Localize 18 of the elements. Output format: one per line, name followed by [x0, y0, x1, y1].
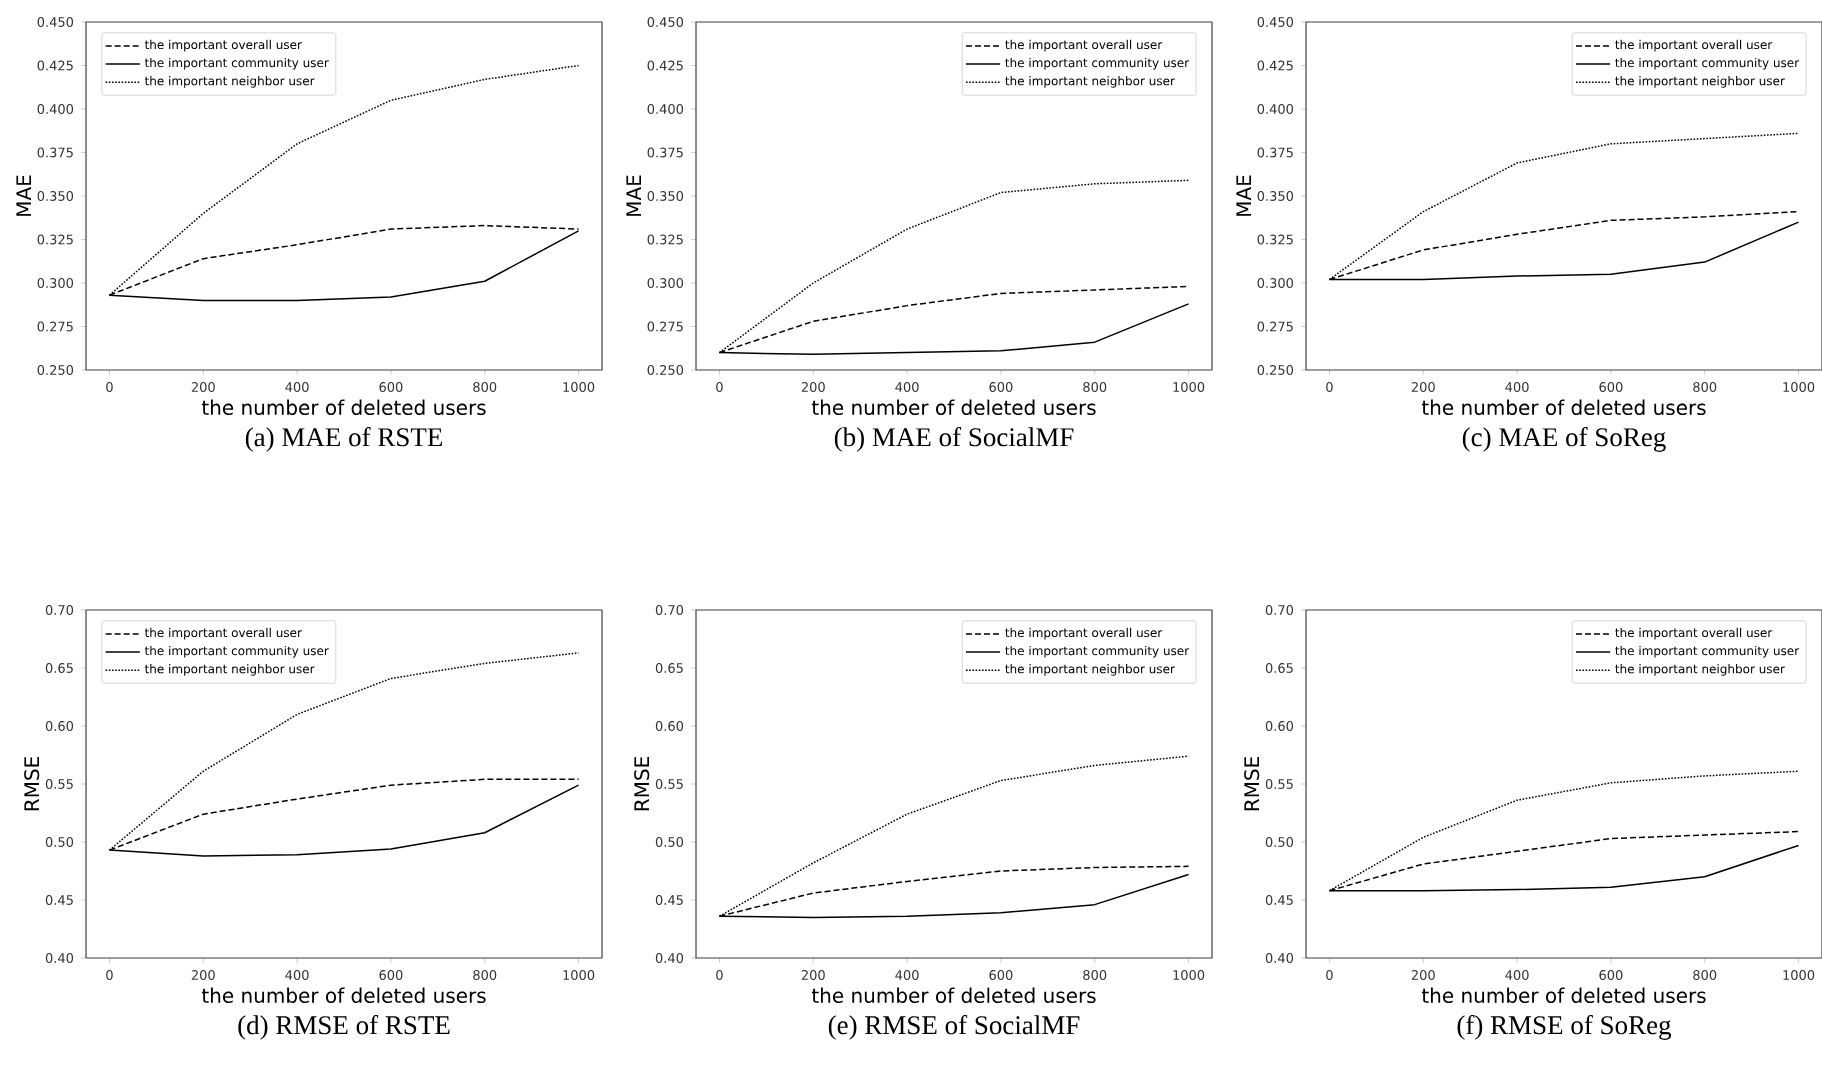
- x-axis-title: the number of deleted users: [811, 987, 1096, 1004]
- y-axis-title: RMSE: [1244, 757, 1260, 811]
- text: (c) MAE of SoReg: [1462, 427, 1666, 452]
- text: (a) MAE of RSTE: [245, 427, 442, 452]
- text: (f) RMSE of SoReg: [1457, 1015, 1672, 1040]
- x-axis-title: the number of deleted users: [811, 399, 1096, 416]
- y-axis-title: MAE: [626, 175, 641, 216]
- x-axis-title: the number of deleted users: [1421, 987, 1706, 1004]
- text: (e) RMSE of SocialMF: [828, 1015, 1080, 1040]
- x-axis-title: the number of deleted users: [201, 987, 486, 1004]
- y-axis-title: RMSE: [24, 757, 40, 811]
- x-axis-title: the number of deleted users: [201, 399, 486, 416]
- y-axis-title: RMSE: [634, 757, 650, 811]
- text: (d) RMSE of RSTE: [238, 1015, 450, 1040]
- y-axis-title: MAE: [16, 175, 32, 216]
- y-axis-title: MAE: [1236, 175, 1251, 216]
- text: (b) MAE of SocialMF: [834, 427, 1074, 452]
- x-axis-title: the number of deleted users: [1421, 399, 1706, 416]
